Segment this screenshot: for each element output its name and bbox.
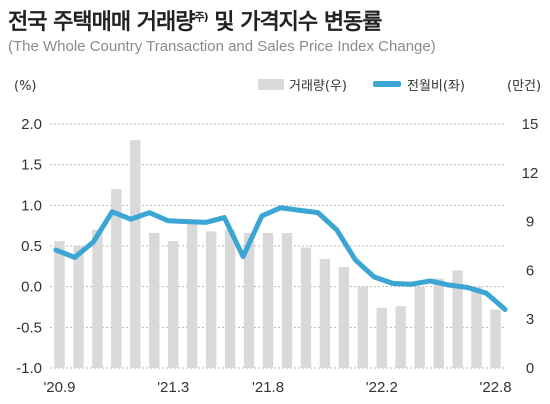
- right-axis: 15 12 9 6 3 0: [522, 116, 539, 377]
- left-tick-label: -0.5: [16, 319, 42, 336]
- legend-label-volume: 거래량(우): [289, 79, 347, 94]
- x-axis: '20.9 '21.3 '21.8 '22.2 '22.8: [43, 379, 511, 396]
- chart-title: 전국 주택매매 거래량주) 및 가격지수 변동률: [8, 4, 383, 36]
- left-axis: 2.0 1.5 1.0 0.5 0.0 -0.5 -1.0: [16, 116, 42, 377]
- volume-bars: [54, 140, 501, 368]
- right-tick-label: 12: [522, 165, 539, 182]
- volume-bar: [54, 241, 65, 368]
- volume-bar: [149, 232, 160, 368]
- volume-bar: [111, 189, 122, 368]
- title-superscript: 주): [194, 10, 208, 24]
- volume-bar: [168, 241, 179, 368]
- volume-bar: [92, 229, 103, 368]
- change-line: [53, 205, 508, 312]
- volume-bar: [186, 221, 198, 368]
- volume-bar: [130, 140, 141, 368]
- x-tick-label: '22.2: [366, 379, 398, 396]
- x-tick-label: '21.8: [252, 379, 284, 396]
- left-unit-label: (%): [14, 79, 37, 94]
- left-tick-label: 0.0: [21, 279, 42, 296]
- x-tick-label: '22.8: [479, 379, 511, 396]
- chart-subtitle: (The Whole Country Transaction and Sales…: [8, 38, 436, 55]
- legend-label-change: 전월비(좌): [407, 79, 465, 94]
- volume-bar: [262, 232, 274, 368]
- title-main: 전국 주택매매 거래량: [8, 10, 195, 35]
- right-tick-label: 15: [522, 116, 539, 133]
- legend: 거래량(우) 전월비(좌): [258, 79, 465, 94]
- right-unit-label: (만건): [507, 79, 541, 94]
- volume-bar: [73, 246, 84, 368]
- volume-bar: [452, 270, 463, 368]
- volume-bar: [243, 232, 255, 368]
- left-tick-label: 0.5: [21, 238, 42, 255]
- x-tick-label: '20.9: [43, 379, 75, 396]
- volume-bar: [490, 309, 501, 368]
- left-tick-label: 1.5: [21, 157, 42, 174]
- volume-bar: [357, 286, 369, 368]
- title-rest: 및 가격지수 변동률: [207, 10, 382, 35]
- right-tick-label: 9: [526, 214, 534, 231]
- right-tick-label: 3: [526, 311, 534, 328]
- left-tick-label: 2.0: [21, 116, 42, 133]
- volume-bar: [376, 307, 387, 368]
- left-tick-label: 1.0: [21, 197, 42, 214]
- volume-bar: [433, 278, 444, 368]
- volume-bar: [319, 259, 331, 368]
- x-tick-label: '21.3: [157, 379, 189, 396]
- legend-swatch-volume: [258, 79, 284, 90]
- volume-bar: [471, 286, 482, 368]
- right-tick-label: 0: [526, 360, 534, 377]
- left-tick-label: -1.0: [16, 360, 42, 377]
- volume-bar: [224, 229, 236, 368]
- volume-bar: [395, 306, 406, 368]
- volume-bar: [414, 286, 425, 368]
- volume-bar: [281, 232, 293, 368]
- volume-bar: [338, 267, 350, 368]
- volume-bar: [300, 247, 312, 368]
- legend-swatch-change: [373, 81, 401, 87]
- volume-bar: [205, 231, 217, 368]
- right-tick-label: 6: [526, 262, 534, 279]
